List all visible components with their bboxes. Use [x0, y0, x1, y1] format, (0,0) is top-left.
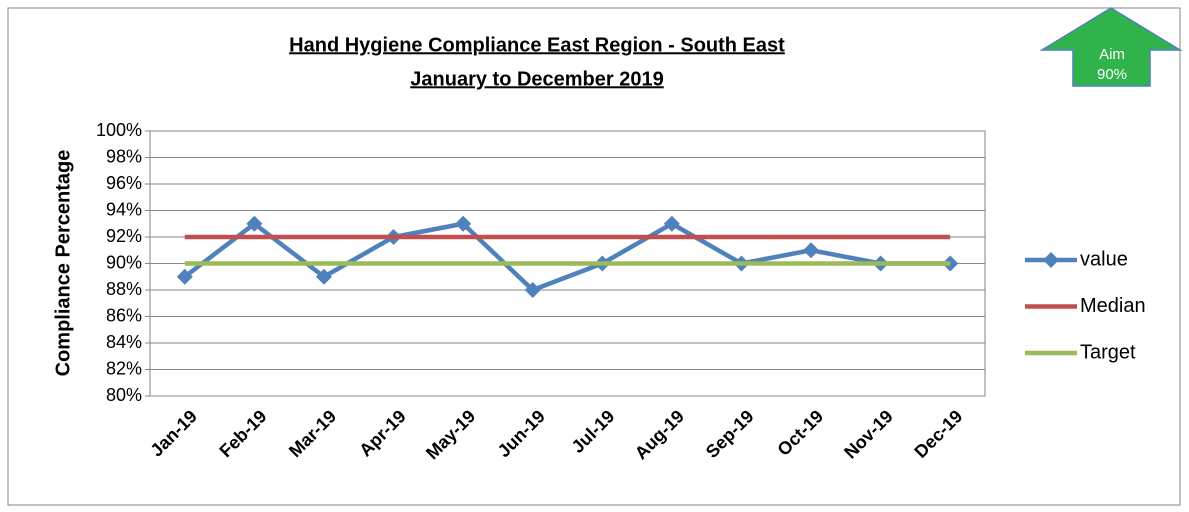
y-tick-label: 100% [96, 120, 142, 140]
y-tick-label: 98% [106, 146, 142, 166]
data-point [176, 268, 193, 285]
data-point [455, 215, 472, 232]
y-tick-label: 88% [106, 279, 142, 299]
y-axis-label: Compliance Percentage [52, 150, 74, 377]
series-line [183, 221, 951, 293]
data-point [315, 268, 332, 285]
y-tick-label: 92% [106, 226, 142, 246]
plot-area [149, 130, 986, 397]
y-tick-label: 84% [106, 332, 142, 352]
aim-arrow [1039, 7, 1183, 87]
legend-label: Median [1080, 295, 1146, 317]
y-tick-label: 94% [106, 199, 142, 219]
data-point [803, 242, 820, 259]
legend-label: value [1080, 248, 1128, 270]
y-tick-label: 86% [106, 305, 142, 325]
data-point [246, 215, 263, 232]
y-tick-label: 90% [106, 252, 142, 272]
chart-title: Hand Hygiene Compliance East Region - So… [289, 34, 785, 56]
data-point [524, 282, 541, 298]
legend-marker [1043, 252, 1059, 268]
y-tick-label: 80% [106, 385, 142, 405]
annotation: 90% [1097, 66, 1127, 83]
legend-label: Target [1080, 341, 1136, 363]
data-point [663, 215, 680, 232]
annotation: Aim [1099, 46, 1125, 63]
y-tick-label: 96% [106, 173, 142, 193]
chart-subtitle: January to December 2019 [410, 68, 663, 90]
y-tick-label: 82% [106, 358, 142, 378]
